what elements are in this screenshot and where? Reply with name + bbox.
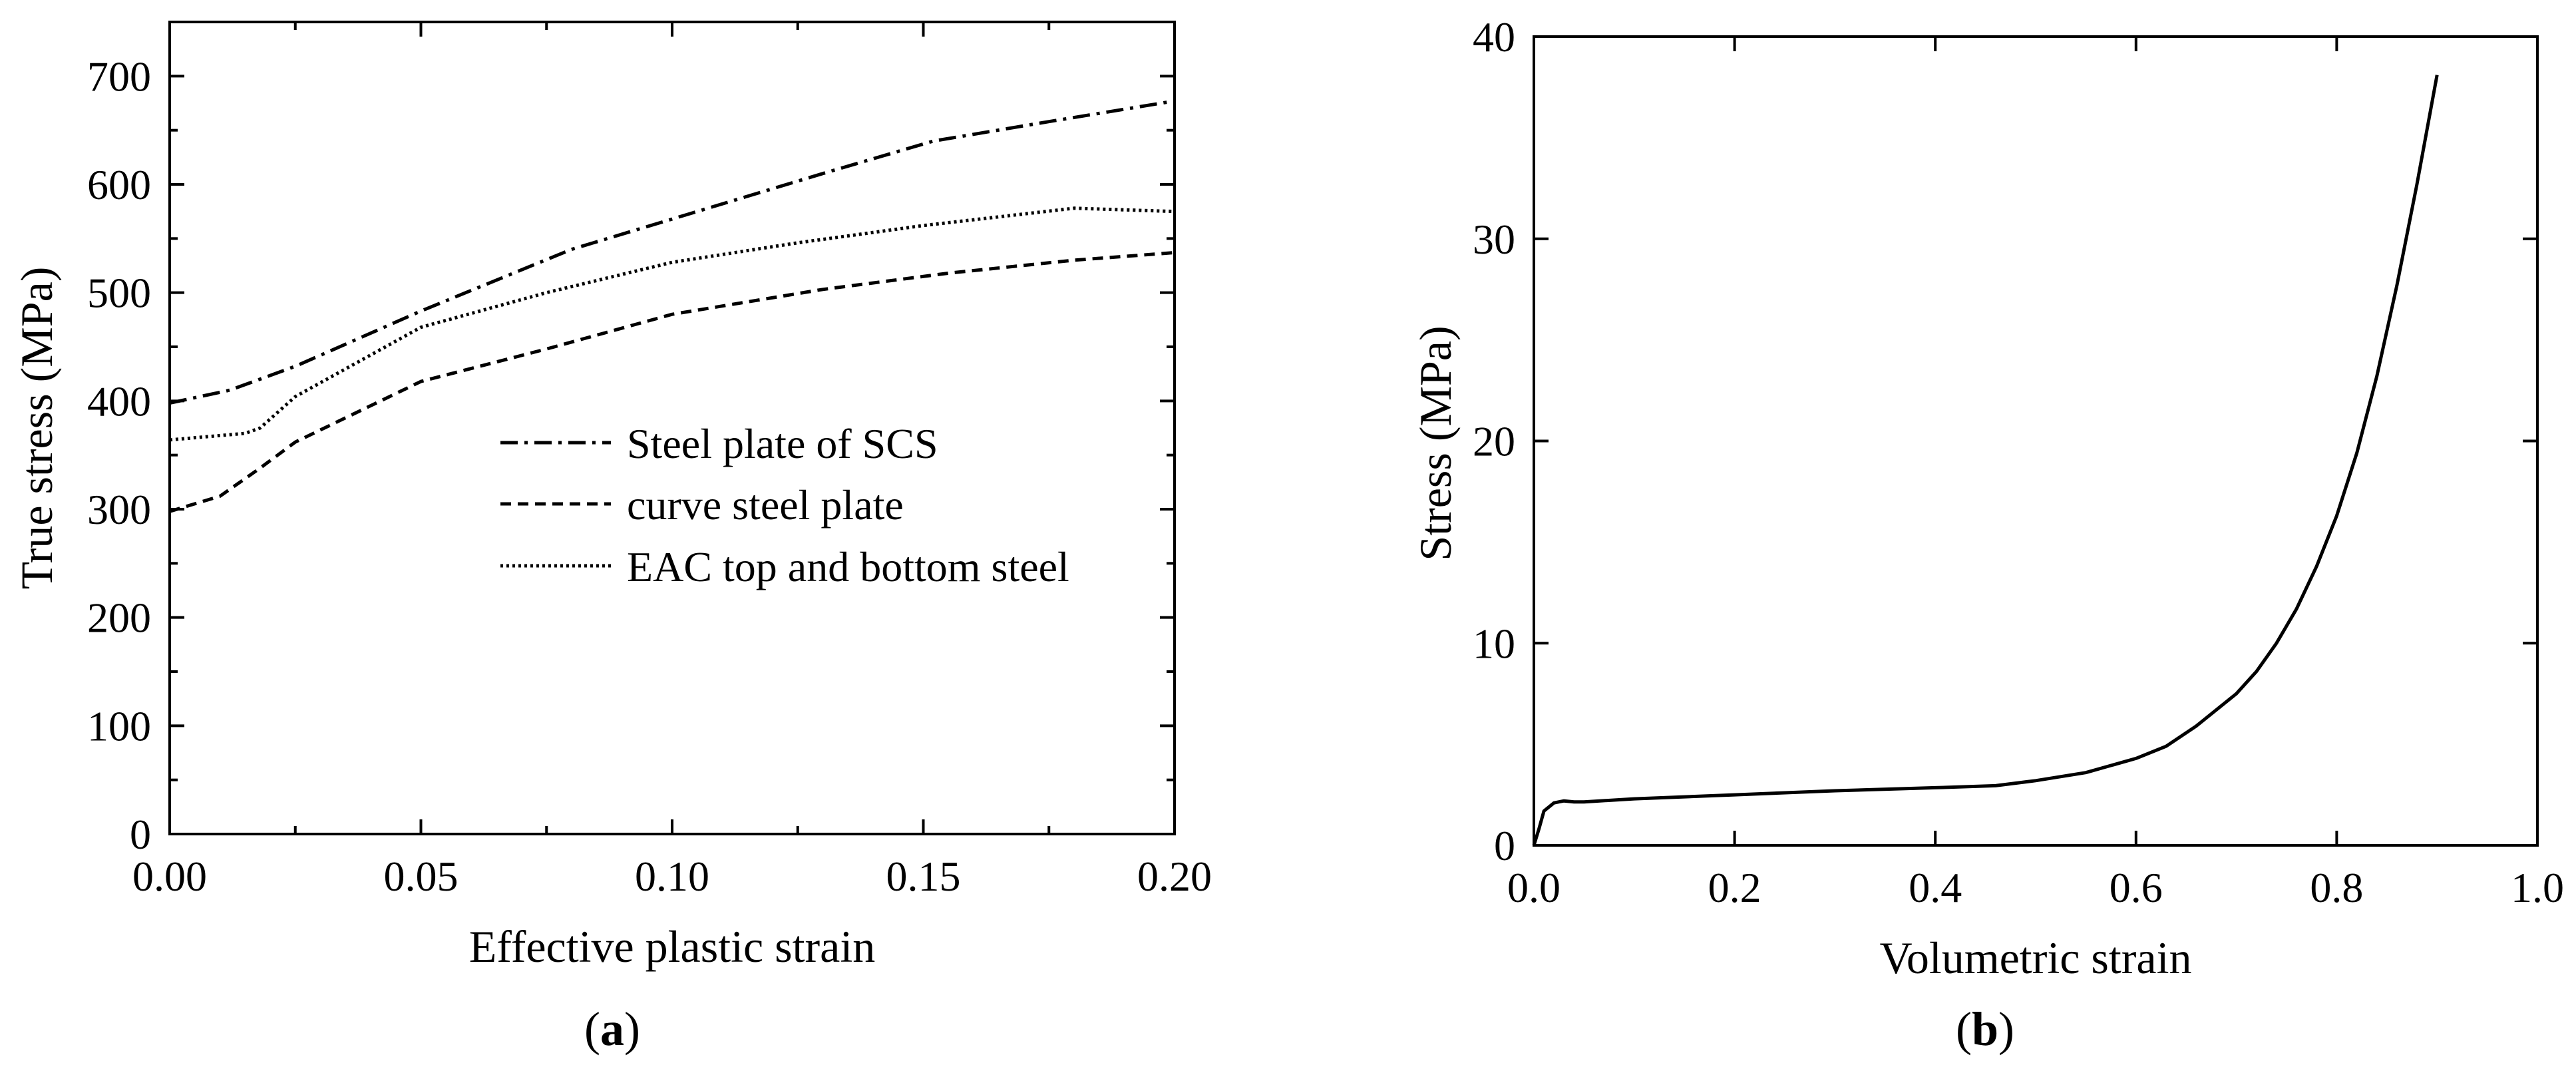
legend-label-eac-top-and-bottom-steel: EAC top and bottom steel xyxy=(627,543,1069,590)
panel-a-x-tick-label: 0.15 xyxy=(886,853,961,900)
panel-b-x-tick-label: 1.0 xyxy=(2511,864,2564,911)
panel-a-y-tick-label: 700 xyxy=(87,53,151,100)
panel-a-plot-frame xyxy=(168,21,1176,835)
panel-a: 0.00 0.05 0.10 0.15 0.20 0 100 200 300 400 500 600 7… xyxy=(11,21,1212,1056)
panel-b-tick-labels: 0.0 0.2 0.4 0.6 0.8 1.0 0 10 20 30 40 xyxy=(1473,13,2564,911)
panel-a-x-tick-label: 0.05 xyxy=(384,853,459,900)
panel-a-y-tick-label: 0 xyxy=(130,811,151,858)
panel-a-y-tick-label: 400 xyxy=(87,377,151,425)
panel-a-y-tick-label: 100 xyxy=(87,702,151,749)
panel-b-y-tick-label: 40 xyxy=(1473,13,1515,61)
panel-a-y-tick-label: 200 xyxy=(87,594,151,642)
panel-a-y-tick-label: 600 xyxy=(87,161,151,208)
panel-b-x-tick-label: 0.4 xyxy=(1909,864,1962,911)
panel-a-x-tick-label: 0.20 xyxy=(1137,853,1212,900)
panel-b: 0.0 0.2 0.4 0.6 0.8 1.0 0 10 20 30 40 Volumetric s… xyxy=(1410,13,2564,1056)
panel-b-series xyxy=(1532,75,2439,846)
panel-b-y-tick-label: 30 xyxy=(1473,216,1515,263)
panel-a-y-tick-label: 300 xyxy=(87,486,151,533)
panel-a-series xyxy=(169,99,1175,513)
panel-b-plot-frame xyxy=(1533,35,2539,847)
panel-b-y-tick-label: 0 xyxy=(1494,822,1515,869)
panel-a-y-tick-label: 500 xyxy=(87,270,151,317)
panel-b-series-line-curve-0 xyxy=(1532,75,2439,846)
panel-a-series-line-curve-steel-plate xyxy=(169,251,1175,513)
panel-b-caption: (b) xyxy=(1956,1002,2014,1056)
panel-b-letter: b xyxy=(1972,1002,1998,1056)
panel-a-x-axis-title: Effective plastic strain xyxy=(469,921,876,972)
panel-b-y-axis-title: Stress (MPa) xyxy=(1410,325,1461,560)
panel-a-y-axis-title: True stress (MPa) xyxy=(11,267,62,590)
panel-a-x-tick-label: 0.00 xyxy=(132,853,207,900)
panel-a-tick-labels: 0.00 0.05 0.10 0.15 0.20 0 100 200 300 400 500 600 7… xyxy=(87,53,1212,900)
panel-b-x-tick-label: 0.6 xyxy=(2110,864,2163,911)
panel-a-legend: Steel plate of SCS curve steel plate EAC… xyxy=(500,420,1069,590)
panel-b-x-tick-label: 0.2 xyxy=(1708,864,1761,911)
panel-b-x-axis-title: Volumetric strain xyxy=(1880,933,2192,983)
panel-a-series-line-steel-plate-of-scs xyxy=(169,99,1175,405)
panel-a-x-tick-label: 0.10 xyxy=(635,853,709,900)
panel-a-caption: (a) xyxy=(584,1002,640,1056)
legend-label-curve-steel-plate: curve steel plate xyxy=(627,481,904,529)
panel-a-letter: a xyxy=(600,1002,624,1056)
legend-label-steel-plate-of-scs: Steel plate of SCS xyxy=(627,420,938,467)
panel-b-x-tick-label: 0.8 xyxy=(2310,864,2363,911)
panel-b-y-tick-label: 10 xyxy=(1473,620,1515,667)
panel-b-y-tick-label: 20 xyxy=(1473,418,1515,465)
panel-b-x-tick-label: 0.0 xyxy=(1507,864,1561,911)
panel-a-series-line-eac-top-and-bottom-steel xyxy=(169,206,1175,442)
